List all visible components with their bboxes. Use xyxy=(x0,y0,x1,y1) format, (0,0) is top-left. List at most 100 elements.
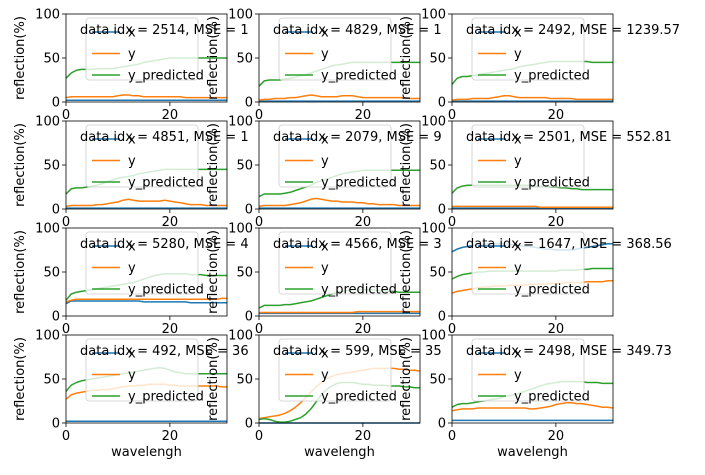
x-tick-label: 20 xyxy=(355,322,372,337)
subplot: xy y_predicted 0 50 100 0 20 reflection(%) xyxy=(206,115,421,230)
x-tick-label: 0 xyxy=(448,322,456,337)
y-tick-label: 0 xyxy=(438,310,446,325)
legend-label: x xyxy=(321,26,329,41)
series-line-y xyxy=(258,94,420,101)
legend-label: y_predicted xyxy=(514,176,590,191)
x-tick-label: 0 xyxy=(448,429,456,444)
y-axis-label: reflection(%) xyxy=(13,123,28,207)
y-axis-label: reflection(%) xyxy=(399,16,414,100)
x-tick-label: 20 xyxy=(548,215,565,230)
subplot-title: data idx = 4829, MSE = 1 xyxy=(273,23,442,38)
legend-frame xyxy=(85,338,199,402)
x-axis-label: wavelengh xyxy=(111,445,182,460)
x-tick-label: 20 xyxy=(548,322,565,337)
x-tick-label: 20 xyxy=(355,429,372,444)
legend-label: y xyxy=(321,154,329,169)
legend-label: x xyxy=(514,240,522,255)
legend-label: y_predicted xyxy=(128,390,204,405)
subplot: xy y_predicted 0 50 100 0 20 reflection(%) xyxy=(206,8,421,123)
legend-label: y xyxy=(514,154,522,169)
y-axis-label: reflection(%) xyxy=(206,123,221,207)
legend-frame xyxy=(85,124,199,188)
series-line-x xyxy=(65,300,227,305)
y-axis-label: reflection(%) xyxy=(13,230,28,314)
y-tick-label: 100 xyxy=(228,115,253,130)
y-tick-label: 50 xyxy=(43,373,60,388)
y-tick-label: 50 xyxy=(43,159,60,174)
x-tick-label: 20 xyxy=(355,108,372,123)
y-tick-label: 100 xyxy=(421,8,446,23)
y-tick-label: 100 xyxy=(421,222,446,237)
y-tick-label: 100 xyxy=(35,115,60,130)
y-axis-label: reflection(%) xyxy=(399,230,414,314)
legend: xy y_predicted xyxy=(471,231,590,298)
legend-label: y xyxy=(128,261,136,276)
subplot-title: data idx = 599, MSE = 35 xyxy=(273,344,442,359)
x-tick-label: 0 xyxy=(255,108,263,123)
legend-label: y_predicted xyxy=(514,283,590,298)
legend: xy y_predicted xyxy=(278,124,397,191)
x-tick-label: 0 xyxy=(448,108,456,123)
x-tick-label: 0 xyxy=(62,429,70,444)
legend: xy y_predicted xyxy=(278,338,397,405)
legend-label: x xyxy=(321,347,329,362)
y-tick-label: 50 xyxy=(429,159,446,174)
legend-label: y xyxy=(514,47,522,62)
y-tick-label: 50 xyxy=(43,52,60,67)
subplot-title: data idx = 1647, MSE = 368.56 xyxy=(466,237,672,252)
x-tick-label: 0 xyxy=(255,429,263,444)
y-axis-label: reflection(%) xyxy=(13,337,28,421)
legend-frame xyxy=(85,17,199,81)
series-line-y xyxy=(65,297,227,303)
legend-label: y_predicted xyxy=(128,176,204,191)
legend-label: y_predicted xyxy=(321,176,397,191)
y-tick-label: 50 xyxy=(429,373,446,388)
legend-frame xyxy=(471,231,585,295)
legend-frame xyxy=(471,17,585,81)
legend-label: y_predicted xyxy=(514,69,590,84)
legend-label: y_predicted xyxy=(321,390,397,405)
x-axis-label: wavelengh xyxy=(497,445,568,460)
subplot: xy y_predicted 0 50 100 0 20 reflection(%) xyxy=(13,8,228,123)
y-tick-label: 0 xyxy=(245,310,253,325)
legend-label: y_predicted xyxy=(321,69,397,84)
subplot: xy y_predicted 0 50 100 0 20 reflection(%) xyxy=(13,222,228,337)
y-tick-label: 0 xyxy=(438,203,446,218)
subplot-title: data idx = 2514, MSE = 1 xyxy=(80,23,249,38)
y-tick-label: 0 xyxy=(245,417,253,432)
legend-label: x xyxy=(128,26,136,41)
legend-label: x xyxy=(128,240,136,255)
legend: xy y_predicted xyxy=(85,338,204,405)
legend-label: y xyxy=(514,368,522,383)
subplot: xy y_predicted 0 50 100 0 20 reflection(%) xyxy=(399,222,614,337)
x-tick-label: 0 xyxy=(255,215,263,230)
series-line-y xyxy=(65,94,227,99)
legend-label: y_predicted xyxy=(128,283,204,298)
y-tick-label: 0 xyxy=(438,417,446,432)
y-tick-label: 50 xyxy=(43,266,60,281)
subplot-title: data idx = 4566, MSE = 3 xyxy=(273,237,442,252)
legend-frame xyxy=(278,338,392,402)
series-line-y xyxy=(452,205,613,208)
y-axis-label: reflection(%) xyxy=(206,16,221,100)
x-tick-label: 0 xyxy=(255,322,263,337)
y-axis-label: reflection(%) xyxy=(206,230,221,314)
subplot-title: data idx = 2498, MSE = 349.73 xyxy=(466,344,672,359)
legend: xy y_predicted xyxy=(471,17,590,84)
x-tick-label: 20 xyxy=(162,429,179,444)
legend-label: x xyxy=(321,133,329,148)
legend-label: y_predicted xyxy=(514,390,590,405)
subplot: xy y_predicted 0 50 100 0 20 reflection(%) wavel… xyxy=(399,329,614,460)
y-tick-label: 100 xyxy=(228,222,253,237)
y-tick-label: 100 xyxy=(421,115,446,130)
y-tick-label: 0 xyxy=(245,203,253,218)
legend: xy y_predicted xyxy=(85,124,204,191)
legend-label: y xyxy=(321,261,329,276)
y-axis-label: reflection(%) xyxy=(399,337,414,421)
legend-label: x xyxy=(321,240,329,255)
y-tick-label: 100 xyxy=(35,222,60,237)
legend-label: y xyxy=(321,47,329,62)
x-tick-label: 0 xyxy=(448,215,456,230)
subplot-title: data idx = 4851, MSE = 1 xyxy=(80,130,249,145)
